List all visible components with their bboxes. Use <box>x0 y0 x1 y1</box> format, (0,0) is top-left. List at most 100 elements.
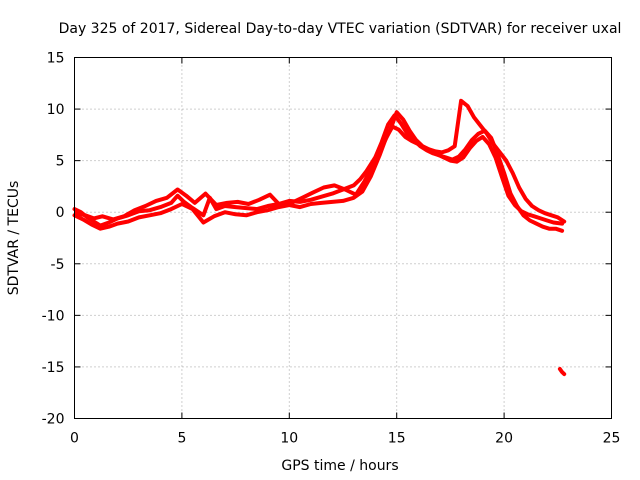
data-point <box>158 205 162 209</box>
data-point <box>319 195 324 199</box>
tick-layer: 0 5 10 15 20 25 -20 -15 -10 -5 0 5 10 15 <box>42 51 621 447</box>
data-point <box>330 192 334 196</box>
data-point <box>388 128 392 132</box>
data-point <box>386 122 390 127</box>
data-point <box>214 207 218 211</box>
data-point <box>309 202 313 206</box>
y-tick-label: 5 <box>56 154 65 170</box>
data-point <box>169 207 173 211</box>
data-point <box>468 146 472 150</box>
data-point <box>558 367 562 371</box>
data-point <box>526 212 530 216</box>
data-point <box>371 163 375 167</box>
data-point <box>330 200 334 204</box>
y-axis-label: SDTVAR / TECUs <box>6 181 22 296</box>
data-point <box>380 145 384 149</box>
data-point <box>528 218 532 223</box>
series-line-1 <box>72 113 565 233</box>
data-point <box>532 214 536 218</box>
data-point <box>362 179 367 183</box>
data-point <box>203 192 208 196</box>
x-tick-label: 20 <box>495 431 513 447</box>
data-point <box>511 171 515 175</box>
data-point <box>255 207 259 211</box>
y-tick-label: -5 <box>51 257 65 273</box>
data-point <box>92 216 96 220</box>
data-point <box>289 201 293 205</box>
data-point <box>311 191 315 195</box>
data-point <box>369 174 373 178</box>
y-tick-label: -20 <box>42 412 65 428</box>
data-point <box>122 214 126 218</box>
data-point <box>176 194 180 198</box>
data-point <box>255 210 259 214</box>
data-point <box>191 207 195 211</box>
data-point <box>343 187 347 192</box>
data-point <box>543 211 547 215</box>
data-point <box>279 204 283 208</box>
data-point <box>322 185 326 190</box>
data-point <box>506 194 510 198</box>
data-point <box>201 213 205 217</box>
chart-title: Day 325 of 2017, Sidereal Day-to-day VTE… <box>59 21 622 37</box>
data-point <box>92 219 96 224</box>
data-point <box>453 144 457 148</box>
data-point <box>487 142 491 146</box>
data-point <box>474 139 478 143</box>
data-point <box>491 142 495 146</box>
data-point <box>214 203 218 207</box>
y-tick-label: 0 <box>56 205 65 221</box>
data-point <box>165 196 169 200</box>
data-point <box>212 214 216 218</box>
x-tick-label: 10 <box>280 431 298 447</box>
data-point <box>397 128 401 132</box>
data-point <box>455 160 459 164</box>
data-point <box>405 132 409 136</box>
data-point <box>201 220 205 225</box>
data-point <box>319 201 324 205</box>
data-point <box>148 208 152 212</box>
data-point <box>354 193 358 197</box>
data-point <box>500 175 504 179</box>
data-point <box>481 135 485 139</box>
data-point <box>433 149 437 153</box>
data-point <box>459 99 463 103</box>
data-point <box>176 187 180 192</box>
data-point <box>502 171 506 175</box>
series-line-2 <box>72 124 565 231</box>
data-point <box>298 205 302 209</box>
data-point <box>234 205 238 209</box>
data-point <box>498 150 502 154</box>
data-point <box>236 200 240 204</box>
data-point <box>560 229 564 233</box>
data-point <box>81 217 85 221</box>
data-point <box>442 155 446 160</box>
data-point <box>98 227 102 231</box>
data-point <box>332 183 336 187</box>
data-point <box>420 144 425 148</box>
x-tick-label: 15 <box>388 431 406 447</box>
data-point <box>551 220 556 225</box>
data-point <box>408 129 412 133</box>
y-tick-label: 15 <box>47 51 65 67</box>
data-point <box>83 213 87 217</box>
data-point <box>137 215 141 219</box>
data-point <box>257 198 261 202</box>
data-point <box>466 104 470 108</box>
data-point <box>414 138 418 142</box>
data-point <box>554 227 558 231</box>
x-tick-label: 25 <box>603 431 621 447</box>
data-point <box>493 155 498 160</box>
data-point <box>395 110 399 114</box>
data-point <box>107 220 111 225</box>
data-point <box>541 225 545 229</box>
data-point <box>143 204 147 208</box>
data-point <box>158 211 162 215</box>
data-point <box>360 190 364 194</box>
data-point <box>562 219 566 224</box>
data-point <box>148 213 152 217</box>
data-point <box>75 211 79 215</box>
data-point <box>244 213 248 217</box>
data-point <box>90 223 94 227</box>
